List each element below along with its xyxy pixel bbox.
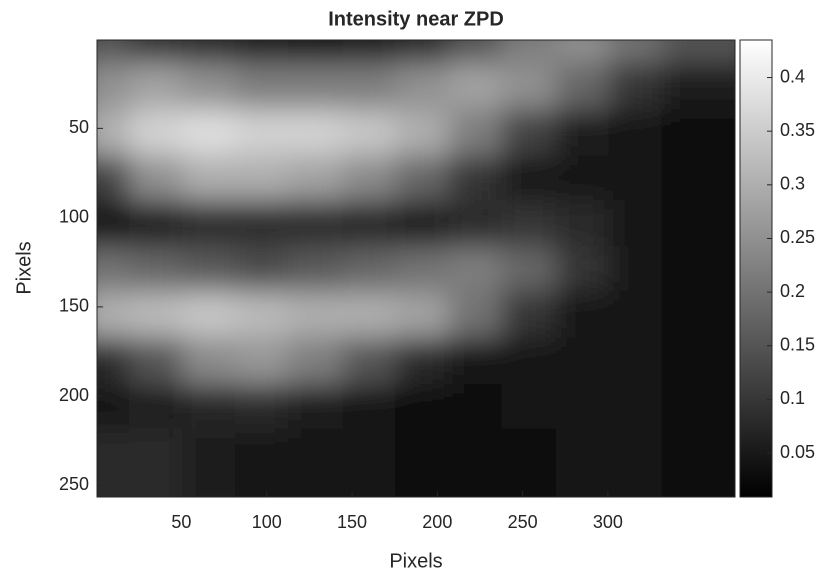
- y-tick-label: 250: [59, 474, 89, 494]
- x-tick-label: 300: [593, 512, 623, 532]
- colorbar-tick-label: 0.3: [780, 174, 805, 194]
- x-tick-label: 50: [171, 512, 191, 532]
- colorbar-tick-label: 0.25: [780, 227, 815, 247]
- image-area: [97, 40, 735, 497]
- y-tick-label: 50: [69, 117, 89, 137]
- y-axis-label: Pixels: [13, 241, 35, 294]
- x-tick-label: 100: [252, 512, 282, 532]
- x-tick-label: 250: [508, 512, 538, 532]
- chart-title: Intensity near ZPD: [328, 8, 504, 30]
- y-tick-label: 150: [59, 296, 89, 316]
- x-tick-label: 200: [422, 512, 452, 532]
- y-tick-label: 100: [59, 206, 89, 226]
- colorbar-tick-label: 0.35: [780, 120, 815, 140]
- colorbar: [739, 39, 773, 498]
- colorbar-tick-label: 0.15: [780, 334, 815, 354]
- colorbar-tick-label: 0.4: [780, 66, 805, 86]
- heat-cell: [661, 428, 735, 497]
- y-tick-label: 200: [59, 385, 89, 405]
- colorbar-tick-label: 0.05: [780, 442, 815, 462]
- image-cells: [97, 40, 735, 497]
- colorbar-tick-label: 0.2: [780, 281, 805, 301]
- x-tick-label: 150: [337, 512, 367, 532]
- colorbar-tick-label: 0.1: [780, 388, 805, 408]
- axes-box: [96, 39, 736, 498]
- x-axis-label: Pixels: [389, 550, 442, 572]
